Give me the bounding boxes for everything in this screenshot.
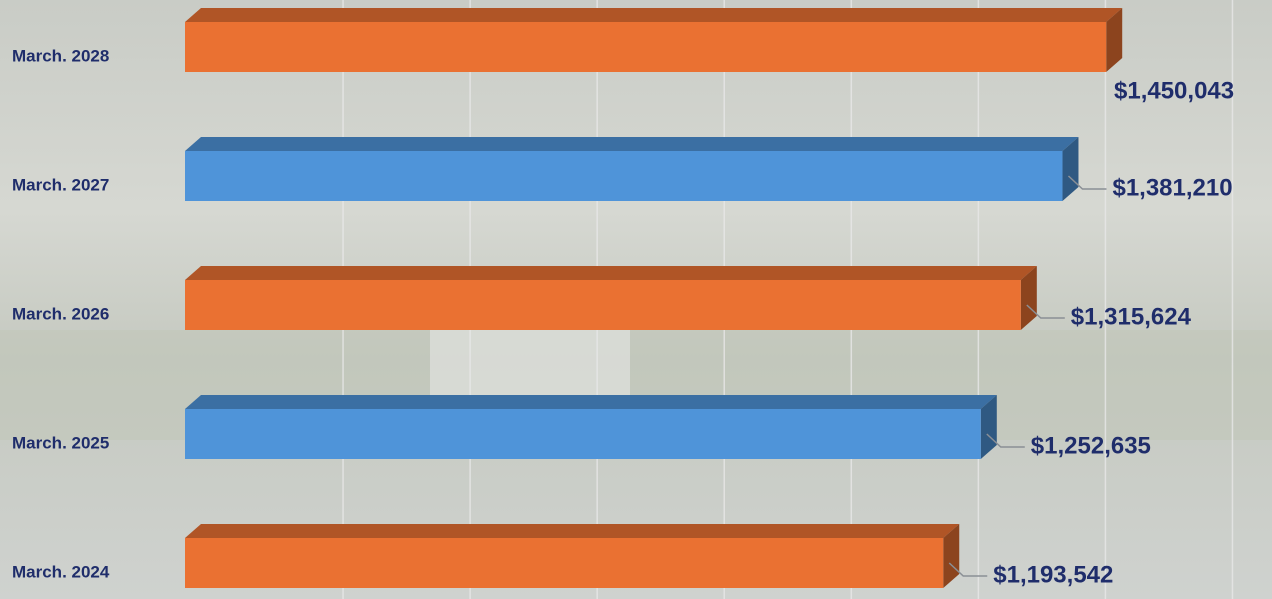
value-label: $1,381,210 <box>1112 174 1232 201</box>
category-label: March. 2027 <box>12 175 109 194</box>
background-building <box>430 330 630 400</box>
bar <box>185 280 1021 330</box>
chart: March. 2028 $1,450,043 March. 2027 $1,381,2… <box>0 0 1272 599</box>
bar-top <box>185 524 959 538</box>
bar-top <box>185 395 997 409</box>
bar <box>185 538 943 588</box>
category-label: March. 2025 <box>12 433 109 452</box>
category-label: March. 2028 <box>12 46 109 65</box>
category-label: March. 2024 <box>12 562 110 581</box>
category-label: March. 2026 <box>12 304 109 323</box>
page: March. 2028 $1,450,043 March. 2027 $1,381,2… <box>0 0 1272 599</box>
bar <box>185 151 1062 201</box>
bar-top <box>185 8 1122 22</box>
bar <box>185 409 981 459</box>
value-label: $1,315,624 <box>1071 303 1192 330</box>
bar-top <box>185 137 1078 151</box>
value-label: $1,193,542 <box>993 561 1113 588</box>
value-label: $1,252,635 <box>1031 432 1151 459</box>
bar <box>185 22 1106 72</box>
bar-top <box>185 266 1037 280</box>
value-label: $1,450,043 <box>1114 77 1234 104</box>
